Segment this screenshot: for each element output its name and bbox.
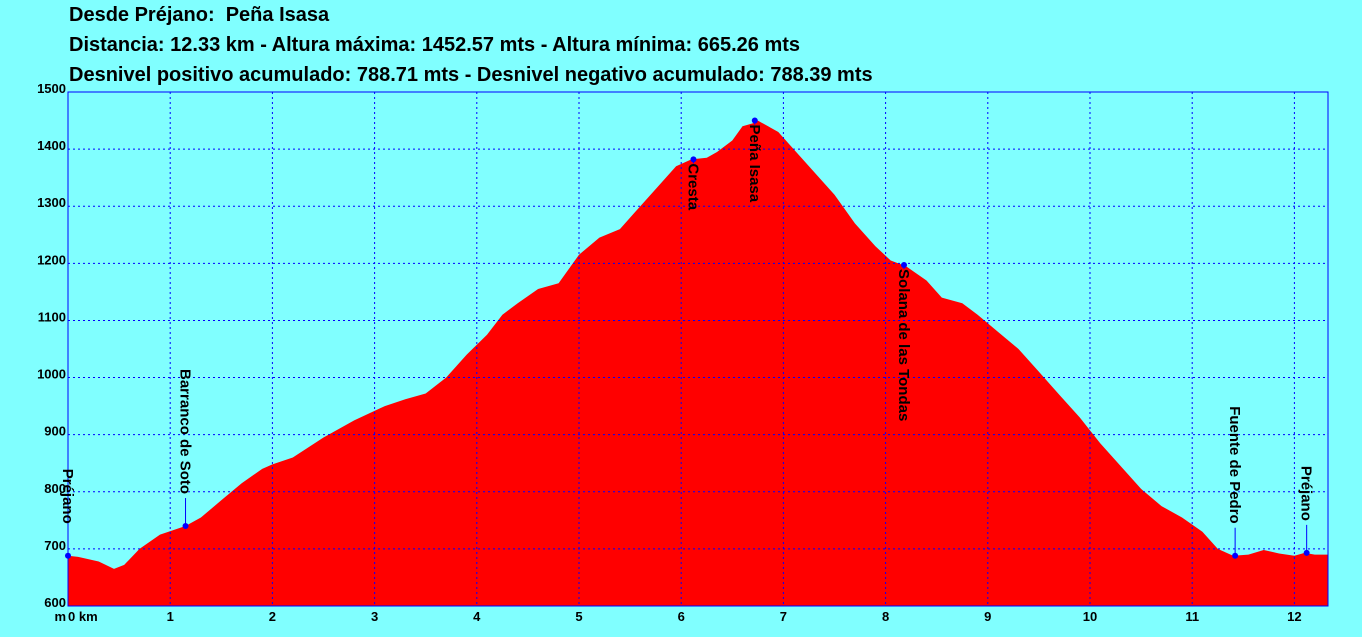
- x-tick-label: 6: [678, 609, 685, 624]
- y-unit-label: m: [54, 609, 66, 624]
- x-tick-label: 12: [1287, 609, 1301, 624]
- y-tick-label: 1100: [38, 309, 66, 324]
- x-tick-label: 11: [1185, 609, 1199, 624]
- distance-altitude-summary: Distancia: 12.33 km - Altura máxima: 145…: [69, 34, 801, 56]
- x-tick-label: 7: [780, 609, 787, 624]
- waypoint-label: Cresta: [684, 163, 701, 210]
- waypoint-marker: [751, 117, 758, 124]
- y-tick-label: 1000: [37, 367, 66, 382]
- y-tick-label: 1300: [37, 195, 66, 210]
- y-tick-label: 600: [44, 595, 66, 610]
- x-tick-label: 0 km: [68, 609, 98, 624]
- profile-area-layer: [68, 120, 1329, 606]
- plot-frame: [67, 91, 1329, 607]
- plot-frame-layer: [67, 91, 1329, 607]
- waypoint-marker: [1303, 549, 1310, 556]
- axis-ticks-layer: 600 700 800 900 1000 1100 1200 1300 1400 1500 0 km…: [37, 81, 1302, 624]
- x-tick-label: 8: [882, 609, 889, 624]
- x-tick-label: 5: [575, 609, 582, 624]
- y-tick-label: 700: [44, 538, 66, 553]
- waypoint-label: Préjano: [1298, 466, 1315, 521]
- waypoint-marker: [65, 552, 71, 559]
- y-tick-label: 800: [44, 481, 66, 496]
- waypoint-label: Solana de las Tondas: [895, 269, 912, 421]
- waypoint-marker: [182, 523, 189, 530]
- y-tick-label: 1400: [37, 138, 66, 153]
- elevation-gain-summary: Desnivel positivo acumulado: 788.71 mts …: [69, 64, 873, 86]
- waypoint-marker: [900, 262, 907, 269]
- x-tick-label: 10: [1083, 609, 1097, 624]
- y-tick-label: 1500: [37, 81, 66, 96]
- y-tick-label: 1200: [37, 252, 66, 267]
- waypoints-layer: Préjano Barranco de Soto Cresta Peña Isasa S…: [59, 117, 1315, 559]
- x-tick-label: 1: [167, 609, 174, 624]
- x-tick-label: 9: [984, 609, 991, 624]
- waypoint-marker: [690, 156, 697, 163]
- grid-layer: [68, 92, 1328, 606]
- waypoint-marker: [1232, 552, 1239, 559]
- y-tick-label: 900: [44, 424, 66, 439]
- waypoint-label: Fuente de Pedro: [1226, 406, 1243, 524]
- chart-title: Desde Préjano: Peña Isasa: [69, 4, 330, 26]
- x-tick-label: 3: [371, 609, 378, 624]
- waypoint-label: Barranco de Soto: [177, 369, 194, 494]
- waypoint-label: Préjano: [59, 469, 76, 524]
- x-tick-label: 4: [473, 609, 481, 624]
- elevation-profile-area: [68, 120, 1329, 606]
- x-tick-label: 2: [269, 609, 276, 624]
- waypoint-label: Peña Isasa: [746, 125, 763, 203]
